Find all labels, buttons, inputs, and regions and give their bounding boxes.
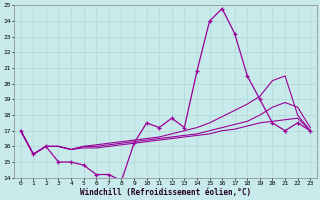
X-axis label: Windchill (Refroidissement éolien,°C): Windchill (Refroidissement éolien,°C) xyxy=(80,188,251,197)
